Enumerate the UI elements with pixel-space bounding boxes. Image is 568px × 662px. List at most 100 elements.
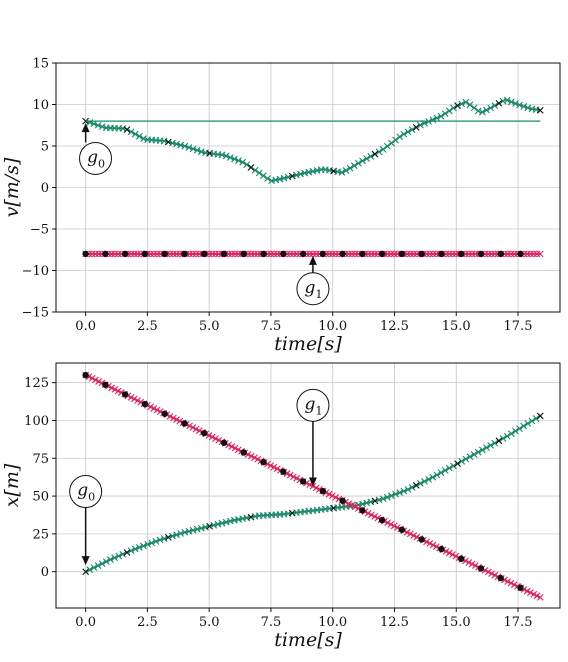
- x-marker: [487, 104, 495, 112]
- x-marker: [404, 128, 412, 136]
- x-marker: [536, 106, 544, 114]
- annotation-circle: [79, 141, 113, 175]
- x-marker: [177, 141, 185, 149]
- x-marker: [130, 395, 138, 403]
- x-marker: [533, 592, 541, 600]
- x-marker: [169, 532, 176, 540]
- x-tick-label: 7.5: [261, 319, 282, 334]
- x-marker: [400, 130, 408, 138]
- x-marker: [202, 523, 209, 531]
- dot-marker: [161, 410, 168, 417]
- x-marker: [152, 537, 160, 545]
- annotation-arrow-head: [81, 556, 90, 566]
- x-marker: [222, 152, 230, 160]
- x-marker: [90, 564, 98, 572]
- dot-marker: [220, 439, 228, 446]
- x-marker: [396, 133, 404, 141]
- x-tick-label: 5.0: [199, 319, 220, 334]
- x-marker: [197, 148, 205, 156]
- annotation-subscript: 0: [88, 491, 95, 504]
- x-marker: [524, 104, 532, 112]
- x-marker: [208, 433, 216, 441]
- x-marker: [228, 443, 236, 450]
- x-marker: [351, 503, 359, 511]
- dot-marker: [398, 250, 406, 258]
- x-marker: [264, 175, 271, 182]
- x-tick-label: 7.5: [261, 615, 282, 630]
- x-marker: [512, 427, 519, 435]
- x-marker: [193, 146, 201, 154]
- x-marker: [536, 594, 544, 601]
- x-tick-label: 15.0: [442, 319, 471, 334]
- x-marker: [164, 138, 172, 146]
- x-marker: [465, 559, 473, 566]
- x-marker: [247, 452, 255, 460]
- x-marker: [478, 108, 486, 116]
- x-marker: [454, 460, 461, 467]
- x-marker: [147, 403, 154, 411]
- x-marker: [412, 123, 420, 131]
- x-marker: [111, 554, 118, 562]
- x-marker: [135, 544, 143, 551]
- x-marker: [127, 128, 135, 136]
- x-marker: [160, 535, 168, 542]
- x-marker: [503, 96, 511, 104]
- x-marker: [417, 121, 424, 129]
- x-marker: [185, 527, 193, 535]
- x-marker: [383, 142, 391, 150]
- x-marker: [474, 107, 482, 115]
- x-marker: [371, 513, 379, 520]
- x-marker: [255, 169, 263, 177]
- x-marker: [367, 498, 375, 506]
- x-marker: [140, 135, 147, 142]
- y-tick-label: 50: [32, 490, 49, 505]
- dot-marker: [378, 516, 386, 524]
- dot-marker: [418, 536, 425, 543]
- dot-marker: [378, 250, 386, 258]
- x-marker: [503, 432, 511, 440]
- annotation-arrow-head: [308, 255, 317, 265]
- x-marker: [458, 100, 466, 108]
- x-marker: [383, 493, 391, 501]
- x-marker: [408, 484, 416, 491]
- x-marker: [516, 101, 523, 109]
- x-marker: [536, 250, 544, 258]
- x-marker: [189, 526, 197, 534]
- x-marker: [470, 104, 478, 112]
- dot-marker: [102, 381, 109, 388]
- x-marker: [441, 467, 449, 474]
- x-marker: [379, 145, 387, 153]
- x-marker: [173, 140, 180, 148]
- x-marker: [483, 444, 490, 452]
- y-tick-label: 15: [32, 57, 49, 72]
- annotation-label: g: [77, 481, 88, 501]
- dot-marker: [220, 250, 228, 258]
- x-marker: [536, 412, 544, 420]
- x-marker: [367, 152, 375, 160]
- x-marker: [388, 139, 395, 147]
- series-line-0: [85, 98, 541, 182]
- x-marker: [445, 549, 453, 557]
- x-marker: [392, 136, 399, 144]
- x-marker: [458, 457, 466, 465]
- x-marker: [270, 463, 278, 471]
- x-marker: [421, 477, 428, 485]
- x-marker: [119, 550, 127, 558]
- dot-marker: [418, 250, 425, 258]
- x-marker: [462, 98, 470, 106]
- x-marker: [127, 547, 135, 555]
- x-axis-label: time[s]: [274, 629, 342, 651]
- dot-marker: [121, 391, 129, 398]
- x-marker: [520, 103, 528, 110]
- x-marker: [408, 126, 416, 134]
- x-marker: [449, 551, 456, 558]
- x-marker: [425, 475, 433, 483]
- plot-area: [82, 96, 544, 258]
- x-marker: [293, 171, 300, 179]
- x-marker: [189, 145, 197, 153]
- x-marker: [338, 169, 346, 176]
- x-marker: [491, 571, 499, 579]
- x-marker: [478, 446, 486, 454]
- dot-marker: [477, 250, 485, 258]
